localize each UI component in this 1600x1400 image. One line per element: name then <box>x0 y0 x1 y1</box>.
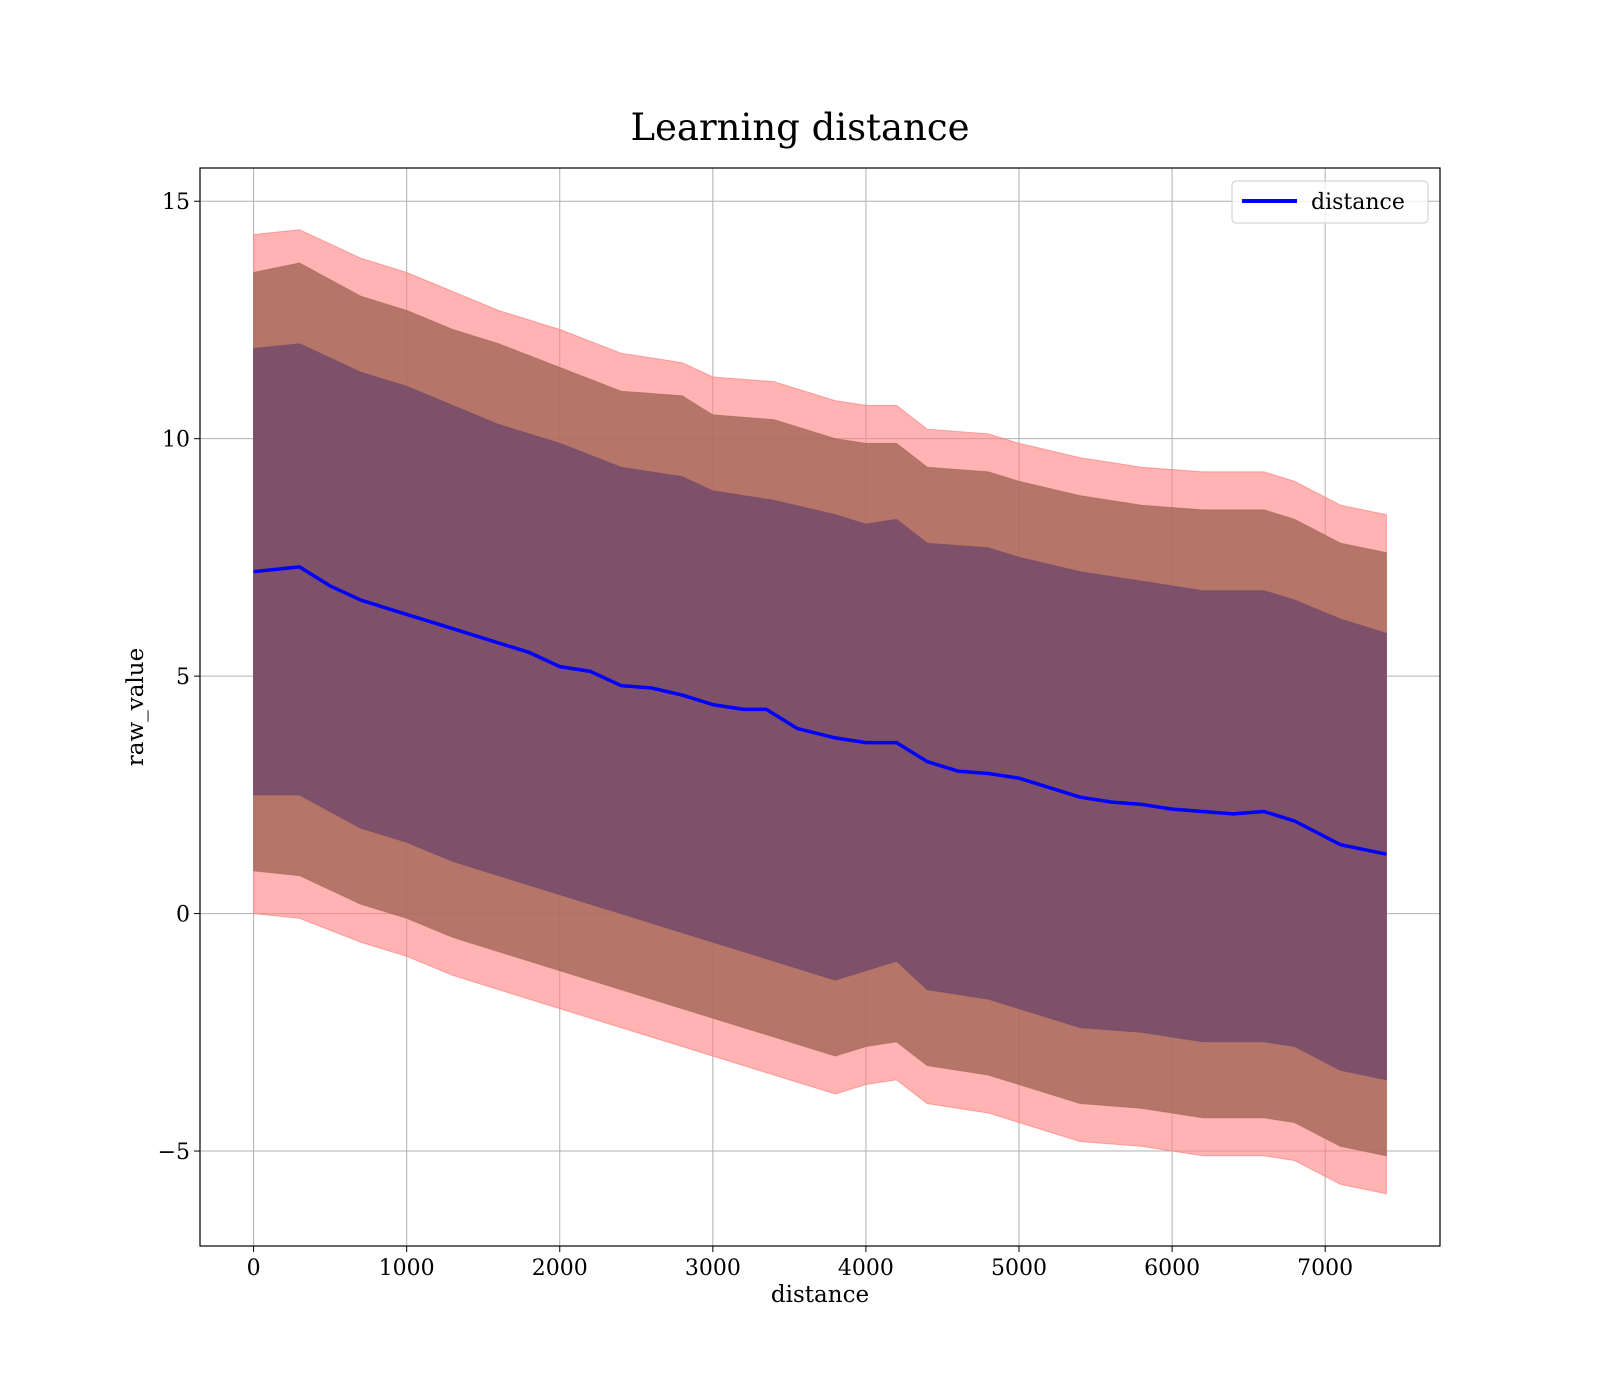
x-tick-label: 5000 <box>991 1256 1047 1281</box>
legend-box <box>1231 180 1429 224</box>
x-tick-label: 0 <box>247 1256 261 1281</box>
x-tick-label: 6000 <box>1144 1256 1200 1281</box>
y-tick-label: 0 <box>176 903 190 928</box>
x-axis-label: distance <box>771 1282 869 1308</box>
series-lines <box>253 565 1387 856</box>
x-tick-label: 2000 <box>532 1256 588 1281</box>
legend: distance <box>1231 180 1429 224</box>
legend-label-distance: distance <box>1311 190 1405 215</box>
y-tick-label: 5 <box>176 665 190 690</box>
x-tick-label: 4000 <box>838 1256 894 1281</box>
y-axis-ticks: −5 0 5 10 15 <box>158 190 200 1165</box>
x-tick-label: 3000 <box>685 1256 741 1281</box>
y-tick-label: −5 <box>158 1140 190 1165</box>
confidence-bands <box>253 229 1387 1195</box>
x-axis-ticks: 0 1000 2000 3000 4000 5000 6000 7000 <box>247 1246 1353 1281</box>
x-tick-label: 1000 <box>379 1256 435 1281</box>
band-inner <box>253 343 1387 1081</box>
x-tick-label: 7000 <box>1297 1256 1353 1281</box>
plot-frame <box>199 167 1441 1247</box>
y-tick-label: 15 <box>162 190 190 215</box>
series-line-distance <box>253 565 1387 856</box>
y-tick-label: 10 <box>162 428 190 453</box>
chart-title: Learning distance <box>630 106 969 149</box>
y-axis-label: raw_value <box>123 648 149 766</box>
